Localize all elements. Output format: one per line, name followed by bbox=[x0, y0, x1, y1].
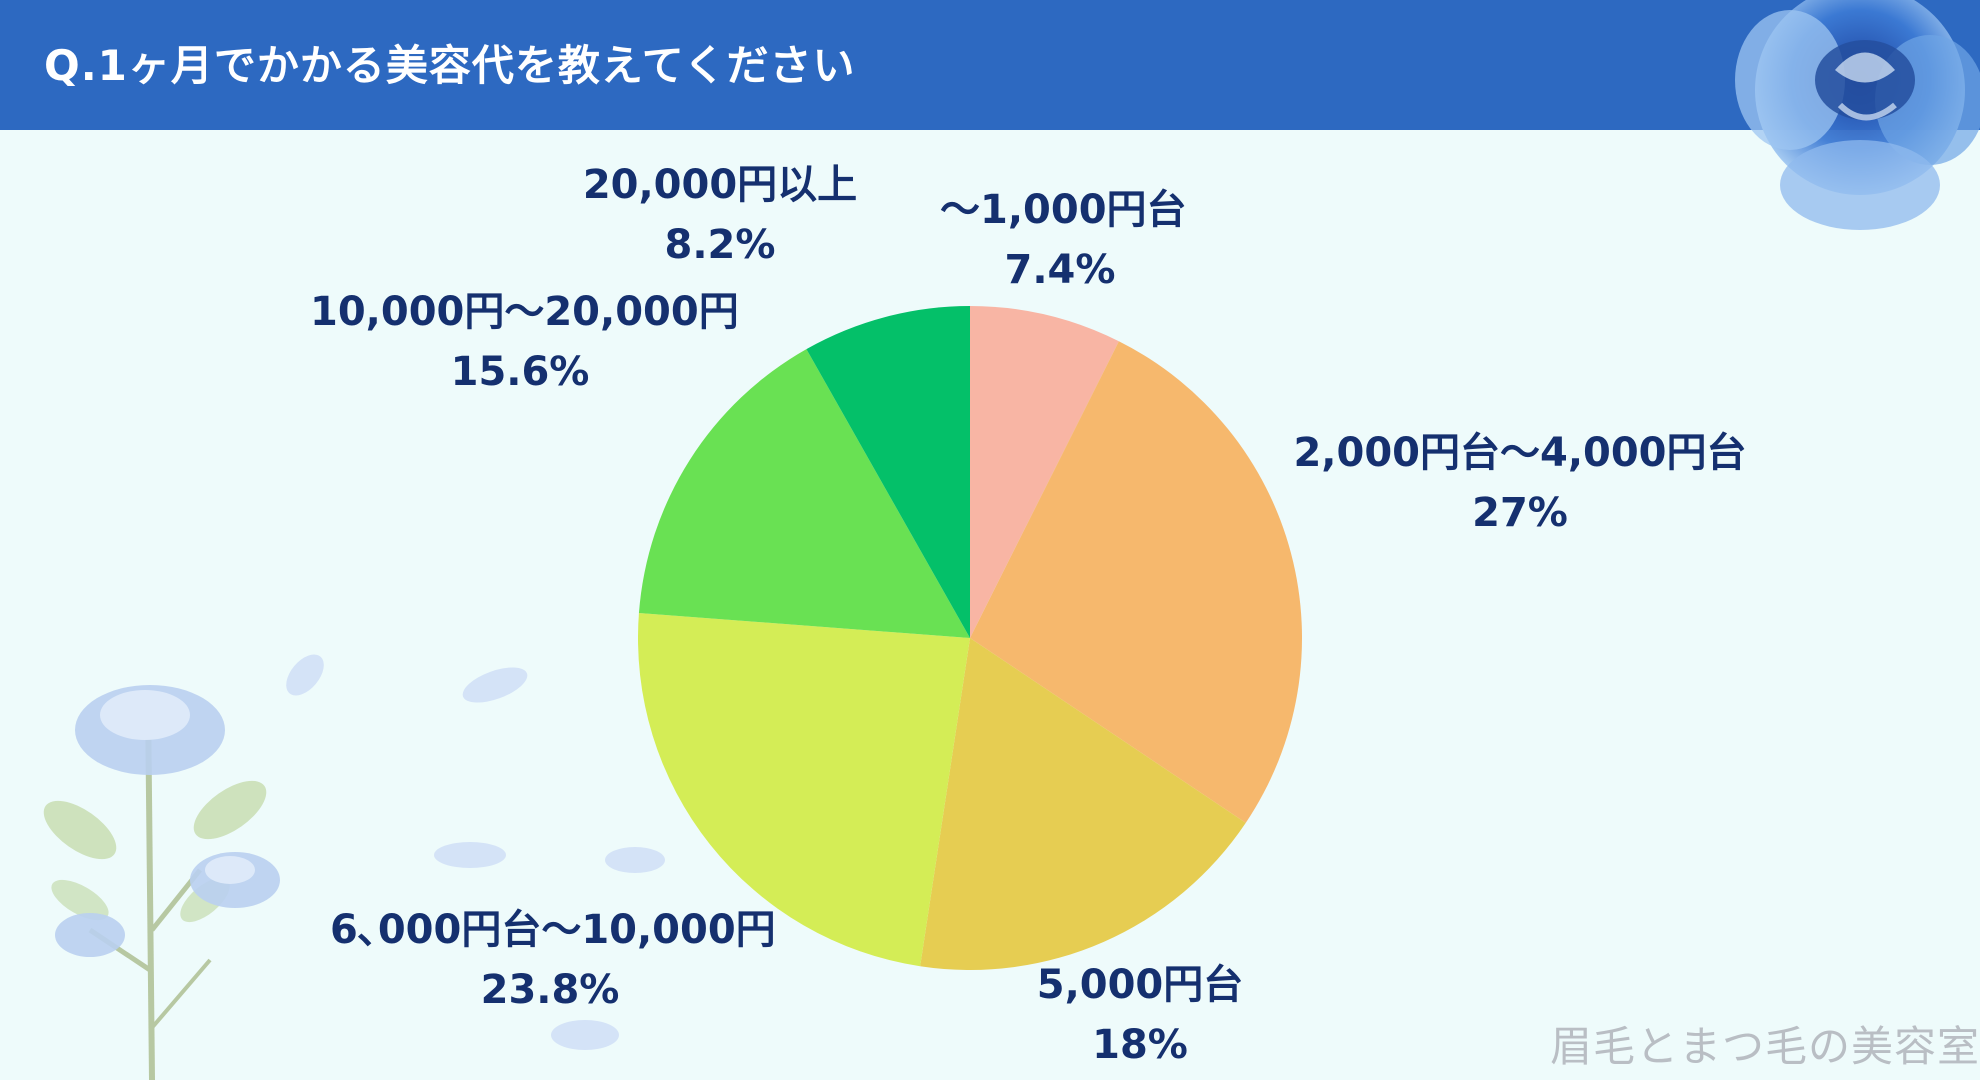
slice-category-label: ～1,000円台 bbox=[940, 187, 1187, 233]
petal-icon bbox=[551, 1020, 619, 1050]
slice-label: ～1,000円台 7.4% bbox=[940, 180, 1187, 300]
pie-slice-0 bbox=[970, 306, 1119, 638]
petal-icon bbox=[605, 847, 665, 873]
petal-icon bbox=[286, 654, 324, 696]
slice-category-label: 2,000円台～4,000円台 bbox=[1293, 430, 1747, 476]
pie-slice-4 bbox=[638, 349, 970, 638]
slice-value-label: 18% bbox=[1092, 1022, 1188, 1068]
slice-category-label: 10,000円～20,000円 bbox=[310, 289, 739, 335]
pie-chart bbox=[638, 306, 1302, 970]
slice-category-label: 20,000円以上 bbox=[582, 162, 858, 208]
pie-slice-1 bbox=[970, 341, 1302, 823]
slice-label: 6､000円台～10,000円 23.8% bbox=[330, 900, 776, 1020]
header-bar: Q.1ヶ月でかかる美容代を教えてください bbox=[0, 0, 1980, 130]
slice-category-label: 6､000円台～10,000円 bbox=[330, 907, 776, 953]
slice-value-label: 23.8% bbox=[480, 967, 620, 1013]
petal-icon bbox=[462, 667, 528, 703]
watermark: 眉毛とまつ毛の美容室 bbox=[1549, 1022, 1980, 1071]
slice-category-label: 5,000円台 bbox=[1036, 962, 1244, 1008]
slice-value-label: 8.2% bbox=[664, 222, 776, 268]
slice-label: 10,000円～20,000円 15.6% bbox=[310, 282, 739, 402]
slice-label: 20,000円以上 8.2% bbox=[560, 155, 880, 275]
slice-label: 5,000円台 18% bbox=[1000, 955, 1280, 1075]
slice-label: 2,000円台～4,000円台 27% bbox=[1290, 423, 1750, 543]
blue-rose-branch-icon bbox=[43, 685, 280, 1080]
petal-icon bbox=[434, 842, 506, 868]
slice-value-label: 7.4% bbox=[1004, 247, 1116, 293]
pie-slice-3 bbox=[638, 612, 970, 967]
pie-slice-2 bbox=[920, 638, 1246, 970]
page-title: Q.1ヶ月でかかる美容代を教えてください bbox=[44, 41, 856, 90]
blue-rose-icon bbox=[1735, 0, 1980, 230]
slice-value-label: 15.6% bbox=[450, 349, 590, 395]
slice-value-label: 27% bbox=[1472, 490, 1568, 536]
pie-slice-5 bbox=[806, 306, 970, 638]
